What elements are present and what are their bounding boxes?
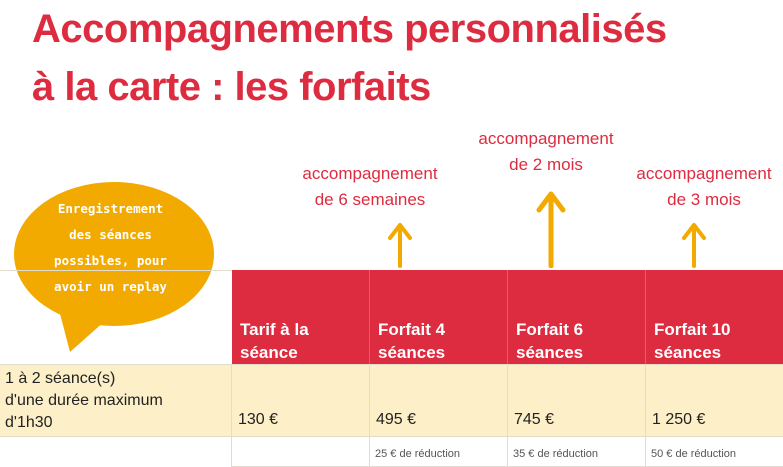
price-forfait-4: 495 € [370, 365, 507, 436]
price-forfait-10: 1 250 € [646, 365, 783, 436]
header-tarif-seance: Tarif à la séance [232, 270, 370, 364]
title-line-2: à la carte : les forfaits [32, 65, 431, 109]
header-forfait-4: Forfait 4 séances [370, 270, 508, 364]
note-6-semaines: accompagnement de 6 semaines [302, 164, 438, 209]
discount-forfait-6: 35 € de réduction [513, 448, 599, 460]
page-title: Accompagnements personnalisés à la carte… [32, 0, 667, 116]
title-line-1: Accompagnements personnalisés [32, 7, 667, 51]
arrow-up-icon [388, 223, 412, 268]
discount-forfait-10: 50 € de réduction [651, 448, 737, 460]
note-3-mois: accompagnement de 3 mois [636, 164, 772, 209]
bubble-text: Enregistrement des séances possibles, po… [54, 201, 167, 294]
header-forfait-6: Forfait 6 séances [508, 270, 646, 364]
header-forfait-10: Forfait 10 séances [646, 270, 783, 364]
pricing-table: Tarif à la séance Forfait 4 séances Forfai… [0, 270, 783, 467]
discount-forfait-4: 25 € de réduction [375, 448, 461, 460]
arrow-up-icon [682, 223, 706, 268]
row-label: 1 à 2 séance(s) d'une durée maximum d'1h… [0, 365, 231, 436]
arrow-up-icon [536, 191, 566, 268]
note-2-mois: accompagnement de 2 mois [478, 129, 614, 174]
discount-tarif-seance [232, 437, 369, 467]
price-forfait-6: 745 € [508, 365, 645, 436]
price-tarif-seance: 130 € [232, 365, 369, 436]
speech-bubble-icon [14, 182, 214, 352]
